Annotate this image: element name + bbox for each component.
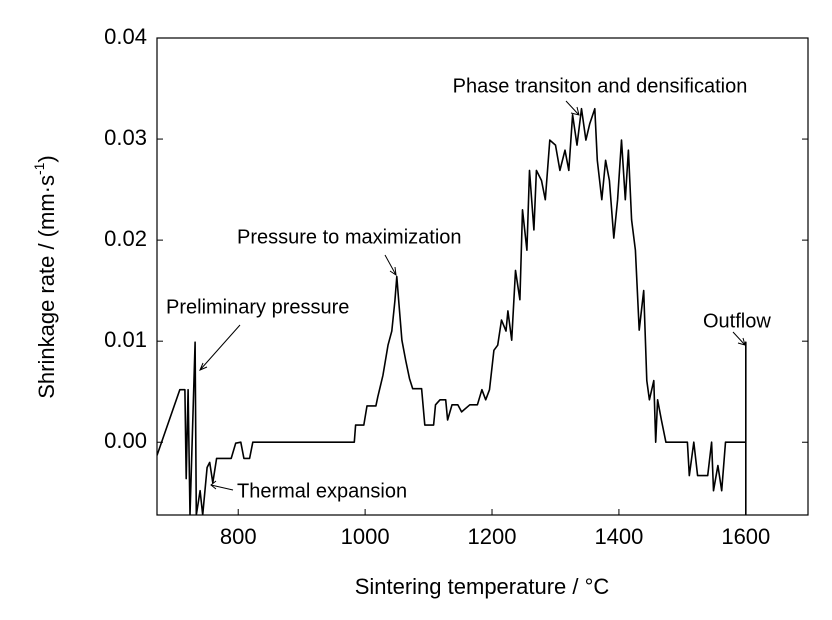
y-tick-label: 0.03 — [104, 125, 147, 150]
y-axis-label: Shrinkage rate / (mm·s-1) — [31, 155, 59, 399]
y-axis-label-part: ) — [34, 155, 59, 162]
y-tick-label: 0.02 — [104, 226, 147, 251]
y-tick-label: 0.04 — [104, 24, 147, 49]
x-tick-label: 1200 — [468, 524, 517, 549]
y-axis-label-part: -1 — [31, 162, 47, 175]
x-axis-label: Sintering temperature / °C — [355, 574, 610, 599]
y-tick-label: 0.01 — [104, 327, 147, 352]
annotation: Thermal expansion — [237, 480, 407, 502]
x-tick-label: 800 — [220, 524, 257, 549]
annotation: Preliminary pressure — [166, 296, 349, 318]
arrow — [732, 331, 746, 346]
x-tick-label: 1400 — [594, 524, 643, 549]
plot-area — [157, 107, 747, 515]
arrows — [199, 100, 746, 491]
annotation: Phase transiton and densification — [453, 75, 748, 97]
plot-frame — [156, 37, 809, 516]
arrow — [199, 324, 241, 371]
annotation: Pressure to maximization — [237, 226, 462, 248]
x-tick-label: 1000 — [341, 524, 390, 549]
arrow — [384, 254, 397, 277]
data-line — [157, 107, 747, 515]
y-axis-label-part: Shrinkage rate / (mm·s — [34, 175, 59, 399]
annotation: Outflow — [703, 310, 771, 332]
y-tick-label: 0.00 — [104, 428, 147, 453]
x-tick-label: 1600 — [721, 524, 770, 549]
arrow — [210, 480, 234, 491]
arrow — [565, 100, 580, 116]
